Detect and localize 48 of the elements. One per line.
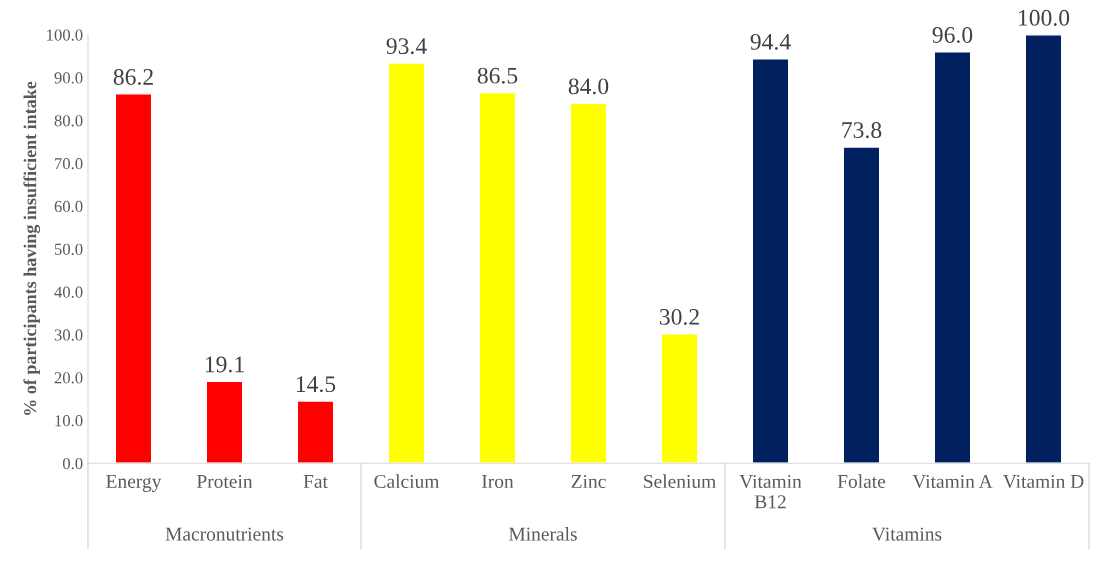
x-tick-label: Protein: [196, 474, 253, 488]
y-tick-label: 90.0: [54, 72, 83, 84]
y-tick-label: 80.0: [54, 115, 83, 127]
data-label: 14.5: [296, 376, 336, 393]
bar: [205, 380, 244, 464]
bar: [387, 62, 426, 464]
x-tick-label: Calcium: [374, 474, 440, 488]
y-tick-label: 70.0: [55, 157, 83, 170]
y-tick-label: 60.0: [54, 200, 83, 213]
x-tick-label: Zinc: [571, 474, 606, 488]
data-label: 19.1: [205, 356, 244, 373]
y-tick-label: 40.0: [54, 286, 83, 298]
x-tick-label: Vitamin B12: [739, 474, 802, 509]
x-tick-label: Fat: [303, 475, 328, 488]
bar: [114, 93, 153, 464]
y-tick-label: 20.0: [54, 372, 83, 384]
y-tick-label: 50.0: [54, 243, 83, 255]
data-label: 94.4: [750, 33, 791, 50]
x-tick-label: Energy: [106, 475, 162, 492]
bar: [1024, 34, 1063, 464]
bar: [569, 102, 608, 464]
data-label: 96.0: [932, 26, 973, 44]
bar: [933, 51, 972, 464]
data-label: 84.0: [568, 78, 609, 95]
y-axis-title: % of participants having insufficient intake: [23, 81, 41, 415]
bar: [842, 146, 881, 464]
x-tick-label: Vitamin D: [1002, 474, 1084, 489]
x-tick-label: Folate: [837, 474, 886, 488]
x-tick-label: Selenium: [644, 474, 716, 488]
bar: [296, 400, 335, 464]
data-label: 86.2: [113, 68, 153, 86]
x-tick-label: Iron: [482, 475, 514, 488]
data-label: 86.5: [477, 67, 518, 84]
bar: [660, 333, 699, 464]
y-tick-label: 30.0: [54, 329, 83, 341]
bar: [751, 58, 790, 464]
data-label: 73.8: [842, 122, 882, 139]
text: Minerals: [509, 526, 577, 541]
data-label: 100.0: [1019, 9, 1070, 26]
y-tick-label: 10.0: [55, 415, 83, 427]
y-tick-label: 0.0: [62, 457, 83, 470]
text: Vitamins: [872, 527, 942, 541]
data-label: 93.4: [386, 38, 427, 55]
data-label: 30.2: [659, 308, 699, 325]
text: Macronutrients: [165, 527, 284, 541]
bar: [478, 91, 517, 464]
x-tick-label: Vitamin A: [912, 474, 993, 489]
y-tick-label: 100.0: [47, 29, 83, 41]
